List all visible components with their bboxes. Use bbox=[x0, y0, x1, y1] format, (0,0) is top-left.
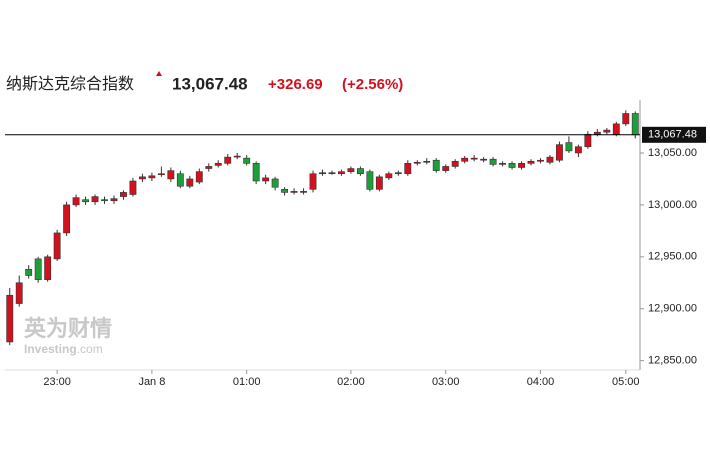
y-tick-label: 12,950.00 bbox=[648, 251, 697, 263]
candle-body bbox=[300, 191, 307, 193]
candle-body bbox=[451, 160, 459, 167]
y-tick-label: 12,850.00 bbox=[648, 355, 697, 367]
candle-body bbox=[631, 113, 639, 136]
candle-body bbox=[366, 171, 374, 190]
candle-body bbox=[138, 176, 146, 180]
candle-body bbox=[63, 204, 71, 234]
candle-body bbox=[167, 170, 175, 180]
candle-body bbox=[25, 268, 33, 276]
candle-body bbox=[110, 198, 118, 202]
candle-body bbox=[622, 113, 630, 125]
x-tick-label: Jan 8 bbox=[138, 376, 165, 388]
candle-body bbox=[470, 157, 478, 160]
candle-body bbox=[574, 146, 582, 154]
candle-body bbox=[593, 131, 601, 135]
candle-body bbox=[537, 159, 544, 162]
candle-body bbox=[556, 144, 563, 161]
candle-body bbox=[15, 282, 23, 304]
candle-body bbox=[281, 189, 289, 193]
candle-body bbox=[612, 123, 620, 135]
candle-body bbox=[319, 172, 326, 175]
watermark-cn: 英为财情 bbox=[24, 316, 112, 341]
candle-body bbox=[375, 176, 383, 190]
candle-body bbox=[233, 155, 241, 158]
candle-body bbox=[252, 163, 260, 182]
candle-body bbox=[432, 159, 440, 171]
candle-body bbox=[508, 163, 516, 168]
watermark-brand: Investing bbox=[24, 342, 77, 356]
index-name: 纳斯达克综合指数 bbox=[6, 75, 134, 93]
candle-body bbox=[120, 192, 127, 197]
candle-body bbox=[385, 173, 393, 179]
candle-body bbox=[489, 158, 497, 165]
candle-body bbox=[309, 173, 317, 190]
candle-body bbox=[413, 162, 421, 164]
x-tick-label: 01:00 bbox=[233, 376, 261, 388]
candle-body bbox=[480, 158, 488, 161]
candle-body bbox=[565, 142, 573, 152]
candle-body bbox=[546, 156, 554, 163]
candle-body bbox=[461, 157, 469, 162]
candle-body bbox=[347, 168, 355, 172]
candle-body bbox=[603, 129, 611, 133]
watermark-en: Investing.com bbox=[24, 342, 103, 356]
candle-body bbox=[205, 166, 213, 169]
candle-body bbox=[290, 191, 298, 193]
candle-body bbox=[394, 172, 402, 175]
up-arrow bbox=[156, 71, 162, 76]
candle-body bbox=[328, 172, 336, 174]
candle-body bbox=[584, 133, 592, 148]
candle-body bbox=[129, 180, 137, 195]
candle-body bbox=[44, 256, 52, 280]
candle-body bbox=[224, 156, 232, 164]
last-price-label: 13,067.48 bbox=[648, 129, 697, 141]
candle-body bbox=[82, 199, 89, 203]
change-pct: (+2.56%) bbox=[342, 76, 403, 93]
candle-body bbox=[157, 173, 165, 176]
y-tick-label: 12,900.00 bbox=[648, 303, 697, 315]
candle-body bbox=[148, 175, 156, 179]
x-tick-label: 04:00 bbox=[527, 376, 555, 388]
candle-body bbox=[243, 157, 251, 164]
x-tick-label: 23:00 bbox=[43, 376, 71, 388]
y-tick-label: 13,050.00 bbox=[648, 147, 697, 159]
candle-body bbox=[518, 163, 525, 168]
candle-body bbox=[34, 258, 42, 280]
candle-body bbox=[404, 163, 412, 175]
candle-body bbox=[6, 294, 14, 343]
x-tick-label: 05:00 bbox=[612, 376, 640, 388]
x-tick-label: 03:00 bbox=[432, 376, 460, 388]
candle-body bbox=[186, 178, 194, 187]
candle-body bbox=[423, 160, 431, 163]
candle-body bbox=[214, 163, 222, 166]
candle-body bbox=[356, 168, 364, 175]
last-price-box bbox=[642, 126, 706, 143]
candle-body bbox=[527, 160, 535, 164]
candle-body bbox=[271, 178, 279, 188]
candle-body bbox=[101, 199, 108, 202]
candle-body bbox=[195, 171, 203, 183]
candle-body bbox=[53, 232, 61, 260]
candle-body bbox=[91, 196, 99, 203]
change: +326.69 bbox=[268, 76, 323, 93]
x-tick-label: 02:00 bbox=[337, 376, 365, 388]
candle-body bbox=[262, 177, 270, 182]
candle-body bbox=[72, 197, 80, 206]
watermark-suffix: .com bbox=[77, 342, 103, 356]
candle-body bbox=[442, 166, 450, 171]
y-tick-label: 13,000.00 bbox=[648, 199, 697, 211]
candle-body bbox=[338, 171, 345, 175]
candle-body bbox=[176, 173, 184, 187]
candle-body bbox=[499, 163, 507, 165]
price: 13,067.48 bbox=[172, 74, 248, 93]
